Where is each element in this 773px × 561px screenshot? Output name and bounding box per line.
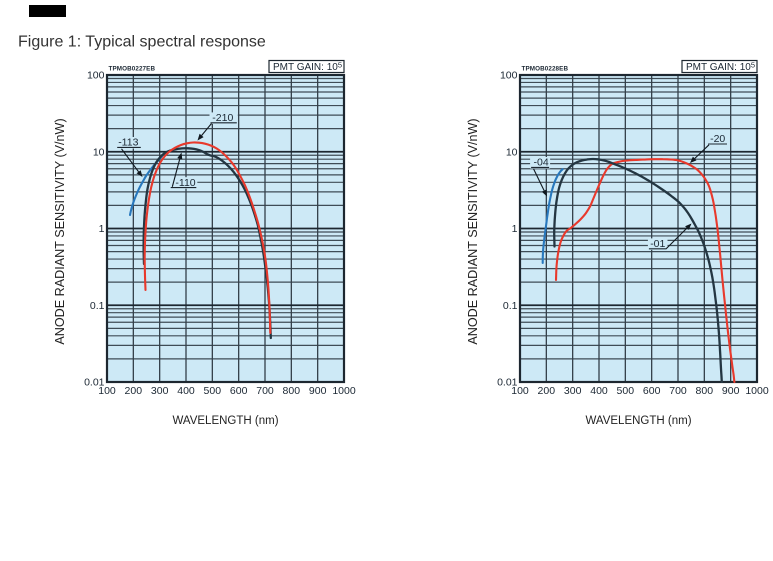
svg-text:Figure 1: Typical spectral res: Figure 1: Typical spectral response [18, 34, 266, 51]
svg-text:200: 200 [538, 385, 556, 397]
svg-text:WAVELENGTH (nm): WAVELENGTH (nm) [585, 415, 691, 427]
svg-text:ANODE RADIANT SENSITIVITY (V/n: ANODE RADIANT SENSITIVITY (V/nW) [466, 118, 480, 344]
svg-text:0.1: 0.1 [90, 300, 105, 312]
svg-text:-210: -210 [212, 112, 233, 124]
svg-text:0.01: 0.01 [84, 377, 105, 389]
svg-text:100: 100 [500, 70, 518, 82]
svg-text:500: 500 [617, 385, 635, 397]
svg-text:10: 10 [93, 146, 105, 158]
svg-text:500: 500 [204, 385, 222, 397]
svg-text:100: 100 [511, 385, 529, 397]
svg-text:800: 800 [696, 385, 714, 397]
svg-text:1000: 1000 [332, 385, 356, 397]
svg-text:100: 100 [87, 70, 105, 82]
svg-text:300: 300 [151, 385, 169, 397]
svg-text:100: 100 [98, 385, 116, 397]
svg-text:-01: -01 [650, 238, 665, 250]
svg-text:TPMOB0227EB: TPMOB0227EB [109, 66, 156, 73]
svg-text:PMT GAIN: 105: PMT GAIN: 105 [273, 61, 342, 74]
svg-text:300: 300 [564, 385, 582, 397]
svg-text:-20: -20 [710, 133, 725, 145]
svg-text:1000: 1000 [745, 385, 769, 397]
svg-text:-04: -04 [534, 157, 549, 169]
svg-text:-113: -113 [118, 137, 138, 149]
svg-text:WAVELENGTH (nm): WAVELENGTH (nm) [172, 415, 278, 427]
svg-text:900: 900 [722, 385, 740, 397]
svg-text:ANODE RADIANT SENSITIVITY (V/n: ANODE RADIANT SENSITIVITY (V/nW) [53, 118, 67, 344]
svg-text:600: 600 [230, 385, 248, 397]
svg-text:900: 900 [309, 385, 327, 397]
svg-text:-110: -110 [175, 177, 195, 189]
svg-text:400: 400 [590, 385, 608, 397]
svg-text:0.01: 0.01 [497, 377, 518, 389]
svg-text:1: 1 [512, 223, 518, 235]
svg-text:PMT GAIN: 105: PMT GAIN: 105 [686, 61, 755, 74]
svg-text:200: 200 [125, 385, 143, 397]
svg-text:10: 10 [506, 146, 518, 158]
svg-text:800: 800 [283, 385, 301, 397]
svg-text:700: 700 [256, 385, 274, 397]
svg-text:600: 600 [643, 385, 661, 397]
svg-text:1: 1 [99, 223, 105, 235]
svg-text:400: 400 [177, 385, 195, 397]
svg-text:700: 700 [669, 385, 687, 397]
svg-text:0.1: 0.1 [503, 300, 518, 312]
svg-text:TPMOB0228EB: TPMOB0228EB [522, 66, 569, 73]
